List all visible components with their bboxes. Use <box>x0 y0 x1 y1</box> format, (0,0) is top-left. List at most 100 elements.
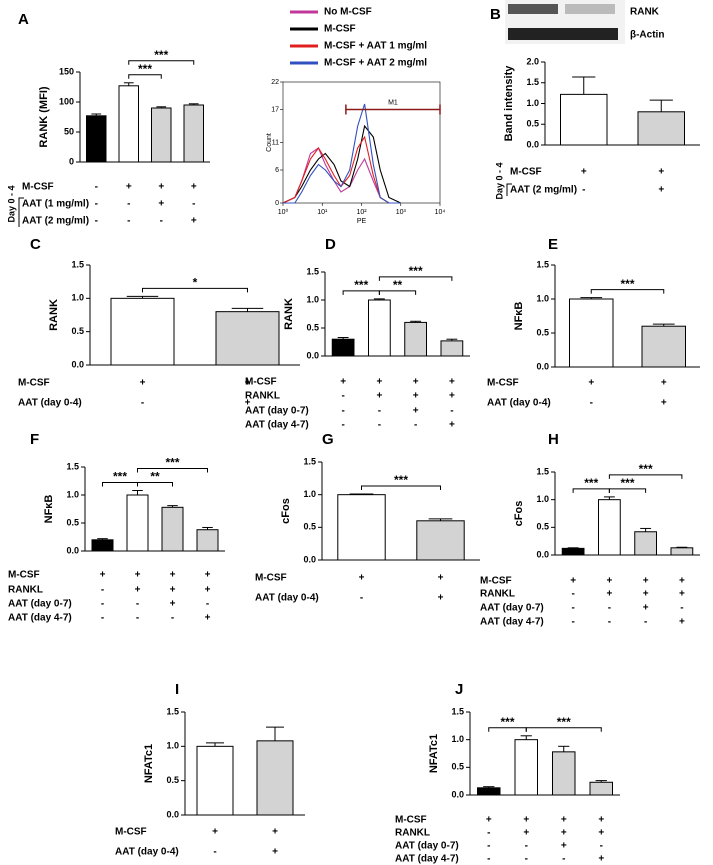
condition-mark: + <box>679 576 685 587</box>
condition-label: AAT (day 4-7) <box>8 613 72 624</box>
significance-label: *** <box>620 476 634 490</box>
x-tick-label: 10⁴ <box>435 209 446 216</box>
condition-mark: + <box>523 815 529 826</box>
condition-label: AAT (day 4-7) <box>245 420 309 431</box>
condition-mark: + <box>449 420 455 431</box>
condition-mark: + <box>486 815 492 826</box>
condition-mark: + <box>245 378 251 389</box>
bar <box>561 547 585 556</box>
condition-label: M-CSF <box>255 573 287 584</box>
significance-label: *** <box>620 277 634 291</box>
significance-bracket <box>128 60 195 65</box>
bar <box>256 740 294 816</box>
condition-mark: + <box>658 185 664 196</box>
x-tick-label: 10³ <box>396 209 407 216</box>
condition-mark: + <box>205 570 211 581</box>
condition-mark: + <box>570 576 576 587</box>
condition-mark: - <box>571 603 574 614</box>
condition-mark: + <box>438 573 444 584</box>
bar <box>552 751 576 796</box>
bar <box>196 529 219 552</box>
day-label: Day 0 - 4 <box>494 162 504 199</box>
y-tick-label: 0.0 <box>536 549 549 559</box>
significance-label: ** <box>393 278 403 292</box>
bar <box>560 93 608 146</box>
y-tick-label: 1.0 <box>303 489 316 499</box>
condition-mark: - <box>160 216 163 227</box>
bar <box>161 506 184 552</box>
y-tick-label: 0.0 <box>306 350 319 360</box>
y-axis-label: NFκB <box>43 495 55 524</box>
condition-mark: + <box>376 391 382 402</box>
y-tick-label: 1.5 <box>166 706 179 716</box>
condition-mark: - <box>378 420 381 431</box>
y-axis-label: RANK <box>283 298 295 330</box>
y-tick-label: 0.0 <box>536 361 549 371</box>
condition-mark: - <box>95 182 98 193</box>
condition-mark: + <box>658 167 664 178</box>
legend-label: M-CSF <box>324 24 356 35</box>
y-axis-label: cFos <box>280 498 292 524</box>
condition-label: AAT (day 0-4) <box>487 398 551 409</box>
condition-mark: - <box>341 406 344 417</box>
condition-mark: - <box>582 185 585 196</box>
y-tick-label: 150 <box>59 66 74 76</box>
y-tick-label: 1.0 <box>166 741 179 751</box>
condition-mark: + <box>661 398 667 409</box>
condition-mark: + <box>170 599 176 610</box>
significance-label: *** <box>557 715 571 729</box>
bar <box>670 547 694 556</box>
bar <box>440 340 464 357</box>
y-tick-label: 0.0 <box>451 789 464 799</box>
panel-letter: G <box>322 431 334 448</box>
significance-label: *** <box>584 476 598 490</box>
bar <box>331 338 355 357</box>
condition-mark: + <box>606 589 612 600</box>
condition-mark: - <box>141 398 144 409</box>
condition-mark: + <box>449 377 455 388</box>
blot-band <box>565 4 615 14</box>
condition-mark: + <box>359 573 365 584</box>
bar <box>404 321 427 357</box>
condition-mark: + <box>212 827 218 838</box>
condition-label: M-CSF <box>510 167 542 178</box>
condition-mark: + <box>126 182 132 193</box>
significance-label: *** <box>394 473 408 487</box>
condition-mark: - <box>341 420 344 431</box>
y-tick-label: 50 <box>64 126 74 136</box>
y-axis-label: RANK <box>48 299 60 331</box>
condition-mark: + <box>100 570 106 581</box>
y-tick-label: 0.5 <box>166 775 179 785</box>
y-tick-label: 1.5 <box>303 456 316 466</box>
condition-mark: - <box>192 199 195 210</box>
y-tick-label: 1.5 <box>451 706 464 716</box>
day-label: Day 0 - 4 <box>6 185 16 222</box>
y-tick-label: 1.5 <box>536 259 549 269</box>
panel-letter: F <box>30 431 39 448</box>
significance-bracket <box>137 468 208 473</box>
condition-label: AAT (day 4-7) <box>480 617 544 628</box>
condition-mark: + <box>679 589 685 600</box>
bar <box>637 111 685 146</box>
condition-mark: + <box>191 182 197 193</box>
condition-mark: - <box>608 617 611 628</box>
condition-mark: - <box>341 391 344 402</box>
bar <box>91 539 114 552</box>
condition-label: M-CSF <box>8 570 40 581</box>
significance-label: *** <box>154 48 168 62</box>
y-tick-label: 2.0 <box>526 56 539 66</box>
blot-label: RANK <box>630 7 660 18</box>
bar <box>196 745 234 816</box>
significance-bracket <box>128 74 162 79</box>
condition-mark: + <box>643 589 649 600</box>
condition-mark: + <box>588 378 594 389</box>
condition-mark: + <box>135 570 141 581</box>
y-tick-label: 1.0 <box>451 734 464 744</box>
y-tick-label: 0 <box>69 156 74 166</box>
bar <box>183 104 204 163</box>
significance-bracket <box>378 290 417 295</box>
condition-mark: + <box>438 593 444 604</box>
condition-mark: + <box>140 378 146 389</box>
condition-mark: + <box>376 377 382 388</box>
y-tick-label: 1.0 <box>306 294 319 304</box>
